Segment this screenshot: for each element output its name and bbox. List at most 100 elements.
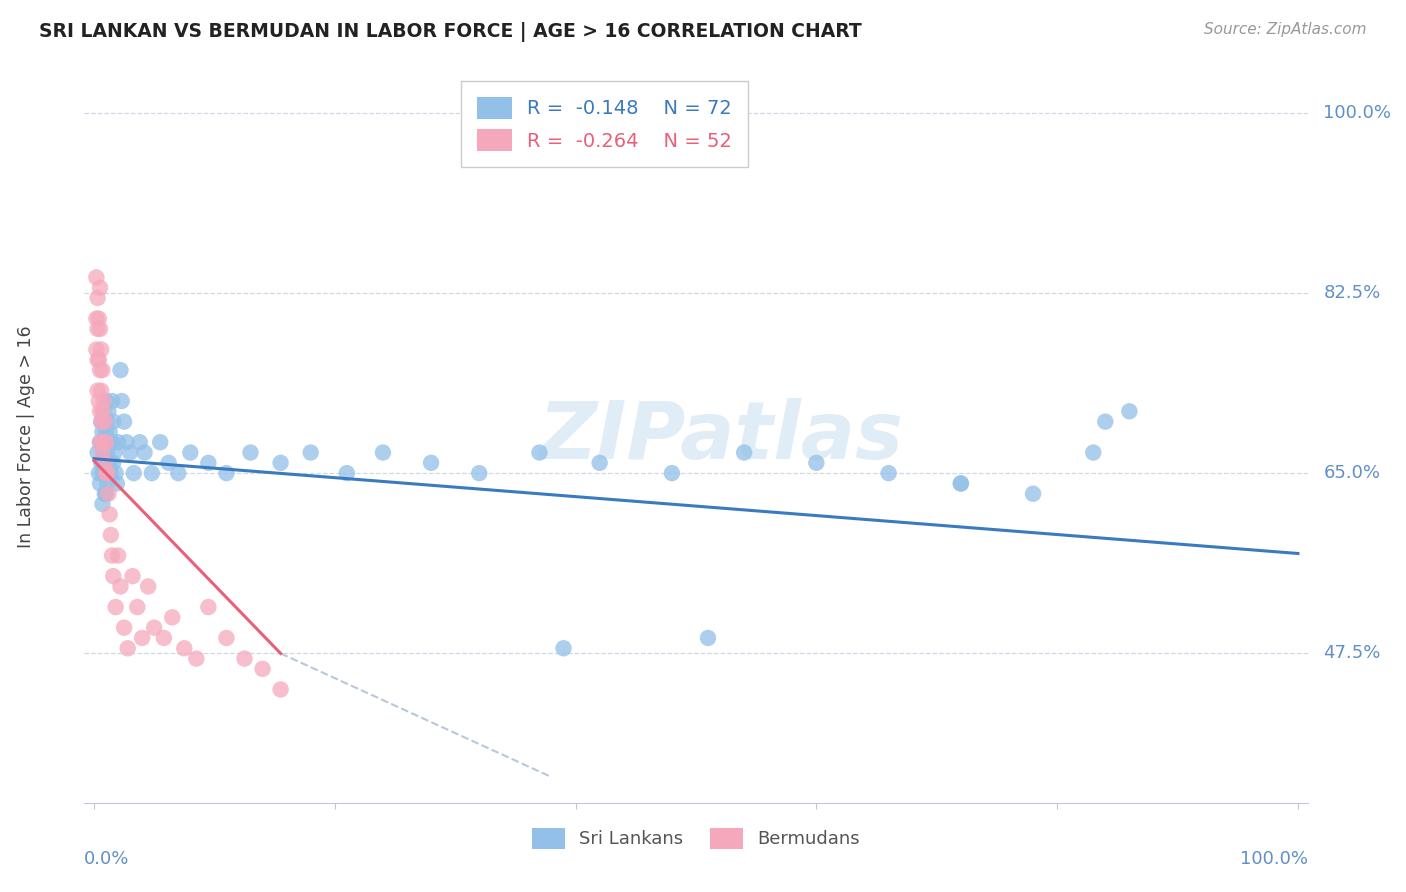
- Text: Source: ZipAtlas.com: Source: ZipAtlas.com: [1204, 22, 1367, 37]
- Point: [93, 435, 115, 450]
- Point: [93, 445, 115, 459]
- Point: [1118, 404, 1140, 418]
- Point: [90, 343, 112, 357]
- Point: [186, 651, 208, 665]
- Point: [86, 352, 108, 367]
- Point: [115, 435, 138, 450]
- Point: [112, 415, 135, 429]
- Point: [89, 435, 111, 450]
- Point: [101, 394, 124, 409]
- Point: [153, 631, 176, 645]
- Point: [270, 456, 292, 470]
- Point: [94, 456, 117, 470]
- Point: [270, 682, 292, 697]
- Point: [101, 549, 124, 563]
- Point: [806, 456, 828, 470]
- Point: [86, 322, 108, 336]
- Point: [91, 497, 114, 511]
- Point: [94, 466, 117, 480]
- Point: [529, 445, 551, 459]
- Point: [89, 435, 111, 450]
- Point: [101, 435, 124, 450]
- Point: [89, 322, 111, 336]
- Point: [93, 404, 115, 418]
- Point: [233, 651, 256, 665]
- Point: [104, 600, 127, 615]
- Point: [94, 487, 117, 501]
- Point: [553, 641, 575, 656]
- Point: [100, 528, 122, 542]
- Point: [94, 435, 117, 450]
- Point: [87, 311, 110, 326]
- Text: 0.0%: 0.0%: [84, 850, 129, 868]
- Point: [134, 445, 156, 459]
- Point: [89, 281, 111, 295]
- Point: [733, 445, 755, 459]
- Point: [110, 363, 132, 377]
- Point: [112, 621, 135, 635]
- Point: [179, 445, 201, 459]
- Point: [96, 415, 118, 429]
- Point: [94, 487, 117, 501]
- Point: [162, 610, 184, 624]
- Point: [103, 445, 125, 459]
- Point: [136, 579, 159, 593]
- Point: [252, 662, 274, 676]
- Point: [89, 363, 111, 377]
- Point: [90, 415, 112, 429]
- Point: [336, 466, 359, 480]
- Point: [127, 600, 149, 615]
- Point: [97, 466, 120, 480]
- Text: 65.0%: 65.0%: [1323, 464, 1381, 483]
- Point: [104, 466, 127, 480]
- Point: [97, 487, 120, 501]
- Point: [91, 425, 114, 439]
- Point: [111, 394, 134, 409]
- Point: [197, 456, 219, 470]
- Point: [96, 445, 118, 459]
- Point: [1022, 487, 1045, 501]
- Point: [157, 456, 180, 470]
- Point: [299, 445, 322, 459]
- Point: [1083, 445, 1105, 459]
- Point: [107, 435, 129, 450]
- Text: In Labor Force | Age > 16: In Labor Force | Age > 16: [17, 326, 35, 549]
- Point: [89, 476, 111, 491]
- Point: [90, 384, 112, 398]
- Point: [949, 476, 972, 491]
- Point: [588, 456, 610, 470]
- Point: [143, 621, 166, 635]
- Point: [1094, 415, 1116, 429]
- Point: [215, 466, 238, 480]
- Point: [94, 415, 117, 429]
- Point: [86, 445, 108, 459]
- Point: [86, 343, 108, 357]
- Point: [120, 445, 142, 459]
- Text: SRI LANKAN VS BERMUDAN IN LABOR FORCE | AGE > 16 CORRELATION CHART: SRI LANKAN VS BERMUDAN IN LABOR FORCE | …: [39, 22, 862, 42]
- Text: 100.0%: 100.0%: [1323, 103, 1392, 121]
- Point: [86, 311, 108, 326]
- Point: [91, 445, 114, 459]
- Point: [103, 415, 125, 429]
- Text: 47.5%: 47.5%: [1323, 644, 1381, 663]
- Point: [94, 456, 117, 470]
- Point: [86, 291, 108, 305]
- Point: [468, 466, 491, 480]
- Point: [131, 631, 153, 645]
- Point: [121, 569, 143, 583]
- Point: [117, 641, 139, 656]
- Point: [96, 476, 118, 491]
- Point: [94, 466, 117, 480]
- Legend: Sri Lankans, Bermudans: Sri Lankans, Bermudans: [524, 821, 868, 856]
- Point: [91, 404, 114, 418]
- Point: [371, 445, 394, 459]
- Point: [98, 508, 121, 522]
- Point: [94, 435, 117, 450]
- Point: [877, 466, 900, 480]
- Point: [86, 384, 108, 398]
- Point: [98, 425, 121, 439]
- Point: [97, 404, 120, 418]
- Point: [87, 352, 110, 367]
- Point: [94, 425, 117, 439]
- Point: [697, 631, 720, 645]
